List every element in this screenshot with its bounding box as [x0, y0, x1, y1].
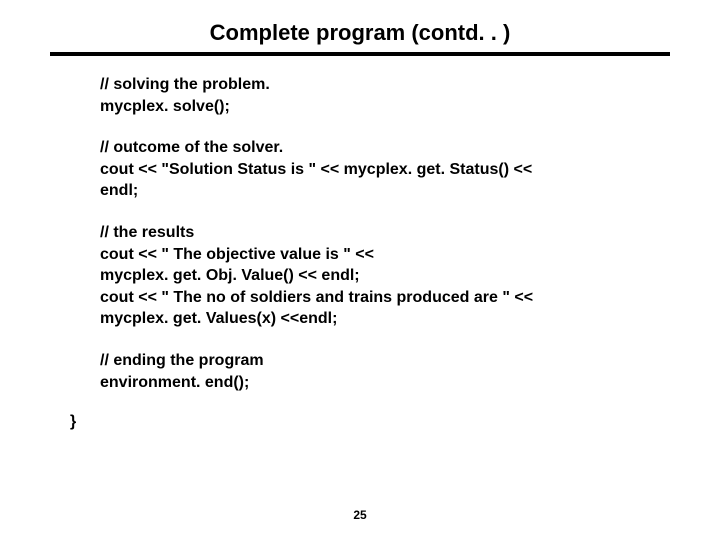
code-line: cout << " The no of soldiers and trains …	[100, 287, 720, 309]
code-content: // solving the problem. mycplex. solve()…	[0, 74, 720, 393]
code-block-solve: // solving the problem. mycplex. solve()…	[100, 74, 720, 117]
code-line: // solving the problem.	[100, 74, 720, 96]
slide-title: Complete program (contd. . )	[0, 20, 720, 46]
code-line: mycplex. get. Obj. Value() << endl;	[100, 265, 720, 287]
code-line: endl;	[100, 180, 720, 202]
code-line: // the results	[100, 222, 720, 244]
code-block-ending: // ending the program environment. end()…	[100, 350, 720, 393]
code-line: mycplex. solve();	[100, 96, 720, 118]
closing-brace: }	[0, 413, 720, 431]
code-line: // ending the program	[100, 350, 720, 372]
code-line: cout << "Solution Status is " << mycplex…	[100, 159, 720, 181]
code-line: mycplex. get. Values(x) <<endl;	[100, 308, 720, 330]
code-block-outcome: // outcome of the solver. cout << "Solut…	[100, 137, 720, 202]
page-number: 25	[0, 508, 720, 522]
title-underline	[50, 52, 670, 56]
code-line: cout << " The objective value is " <<	[100, 244, 720, 266]
slide-container: Complete program (contd. . ) // solving …	[0, 0, 720, 540]
code-line: // outcome of the solver.	[100, 137, 720, 159]
code-block-results: // the results cout << " The objective v…	[100, 222, 720, 330]
code-line: environment. end();	[100, 372, 720, 394]
